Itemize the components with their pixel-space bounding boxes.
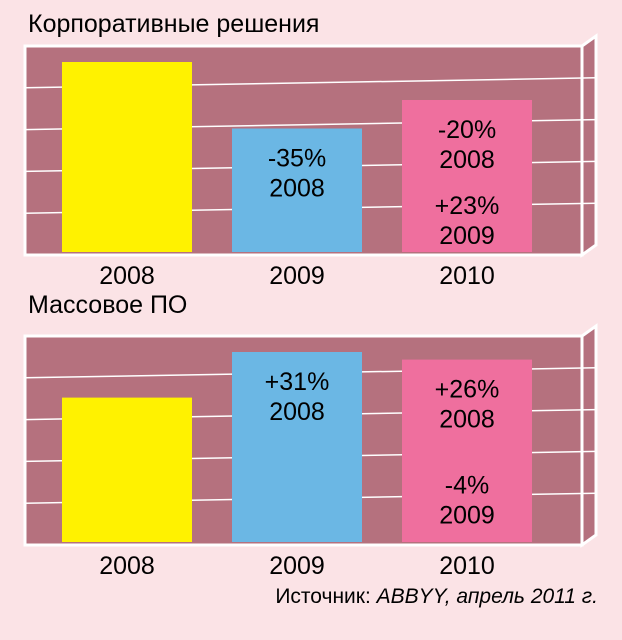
chart-2-bar-label: -4% — [445, 472, 489, 500]
chart-2-title: Массовое ПО — [28, 291, 188, 319]
chart-1-plot-depth — [580, 33, 598, 258]
source-text: ABBYY, апрель 2011 г. — [376, 585, 598, 608]
chart-1-bar-2010 — [402, 100, 532, 252]
chart-1-bar-2008 — [62, 62, 192, 252]
chart-1-bar-label: -35% — [268, 145, 326, 173]
chart-1-bar-label: +23% — [435, 192, 500, 220]
chart-2-plot-depth — [580, 323, 598, 548]
chart-2-bar-label: +31% — [265, 368, 330, 396]
chart-1-bar-label: -20% — [438, 116, 496, 144]
chart-1-tick-2009: 2009 — [269, 262, 325, 290]
chart-2-bar-2008 — [62, 397, 192, 542]
chart-1-bar-label: 2009 — [439, 222, 495, 250]
chart-2-bar-2010 — [402, 359, 532, 542]
chart-2-tick-2009: 2009 — [269, 552, 325, 580]
chart-2-tick-2010: 2010 — [439, 552, 495, 580]
source-note: Источник: ABBYY, апрель 2011 г. — [275, 585, 598, 609]
chart-2-tick-2008: 2008 — [99, 552, 155, 580]
chart-2-bar-label: 2008 — [269, 398, 325, 426]
chart-1-bar-label: 2008 — [439, 146, 495, 174]
chart-1-tick-2010: 2010 — [439, 262, 495, 290]
chart-1-bar-2009 — [232, 128, 362, 252]
chart-1-bar-label: 2008 — [269, 175, 325, 203]
source-prefix: Источник: — [275, 585, 377, 608]
chart-2-bar-label: +26% — [435, 376, 500, 404]
chart-1-title: Корпоративные решения — [28, 10, 320, 38]
chart-2-bar-2009 — [232, 352, 362, 542]
chart-1-tick-2008: 2008 — [99, 262, 155, 290]
chart-2-bar-label: 2008 — [439, 406, 495, 434]
chart-2-bar-label: 2009 — [439, 502, 495, 530]
